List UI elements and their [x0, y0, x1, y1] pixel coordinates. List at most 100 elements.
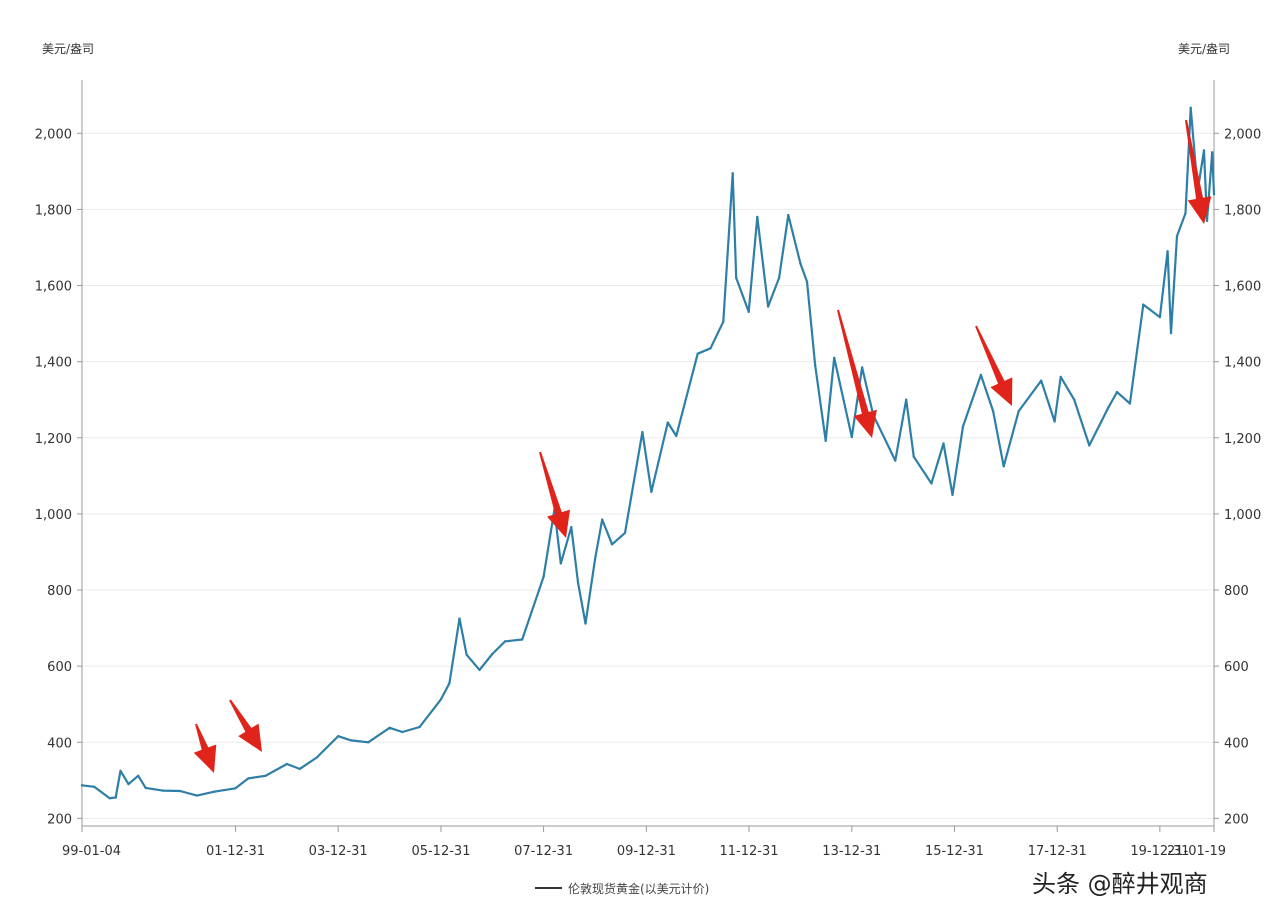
data-point — [731, 172, 734, 175]
data-point — [439, 698, 443, 701]
data-point — [912, 455, 915, 458]
data-point — [1088, 444, 1091, 447]
y-tick-label-left: 1,800 — [35, 203, 72, 218]
data-point — [478, 668, 481, 672]
data-point — [805, 280, 809, 283]
data-point — [930, 482, 933, 485]
watermark-text: 头条 @醉井观商 — [1032, 870, 1208, 898]
data-point — [1115, 390, 1119, 394]
data-point — [1212, 193, 1216, 196]
data-point — [650, 490, 653, 493]
data-point — [814, 364, 817, 367]
data-point — [1142, 303, 1145, 306]
data-point — [80, 784, 84, 787]
data-point — [1073, 398, 1076, 401]
data-point — [1169, 331, 1173, 335]
x-tick-label: 15-12-31 — [925, 844, 984, 859]
x-tick-label: 03-12-31 — [309, 844, 368, 859]
data-point — [108, 797, 111, 800]
data-point — [234, 787, 237, 790]
y-tick-label-right: 400 — [1224, 736, 1249, 751]
gridlines — [82, 132, 1214, 819]
data-point — [144, 786, 147, 790]
data-point — [114, 796, 117, 799]
y-tick-label-left: 1,400 — [35, 356, 72, 371]
data-point — [979, 373, 983, 377]
y-tick-label-right: 200 — [1224, 812, 1249, 827]
annotation-arrow — [975, 325, 1013, 406]
y-tick-label-left: 400 — [47, 736, 72, 751]
data-point — [610, 543, 614, 546]
data-point — [593, 557, 597, 560]
data-point — [401, 730, 404, 734]
data-point — [1166, 250, 1169, 253]
data-point — [860, 366, 864, 369]
data-point — [833, 356, 836, 359]
data-point — [1158, 315, 1162, 319]
data-point — [285, 762, 289, 766]
data-point — [503, 640, 507, 643]
data-point — [1205, 219, 1209, 222]
y-tick-label-right: 600 — [1224, 660, 1249, 675]
x-tick-label: 17-12-31 — [1028, 844, 1087, 859]
data-point — [905, 398, 908, 401]
y-axis-unit-right: 美元/盎司 — [1178, 42, 1230, 56]
data-point — [1202, 149, 1206, 152]
data-point — [735, 276, 738, 280]
data-point — [247, 777, 250, 780]
data-point — [1040, 379, 1043, 382]
y-tick-label-right: 2,000 — [1224, 127, 1261, 142]
data-point — [559, 562, 562, 565]
y-tick-label-left: 1,600 — [35, 280, 72, 295]
x-tick-label: 99-01-04 — [62, 844, 121, 859]
y-axis-unit-left: 美元/盎司 — [42, 42, 94, 56]
data-point — [666, 421, 669, 424]
x-tick-label: 21-01-19 — [1167, 844, 1226, 859]
data-point — [756, 215, 759, 219]
legend-label: 伦敦现货黄金(以美元计价) — [568, 881, 709, 896]
data-point — [570, 526, 573, 529]
data-point — [601, 518, 604, 521]
data-point — [137, 774, 140, 777]
data-point — [298, 767, 301, 771]
data-point — [465, 653, 468, 656]
data-point — [349, 739, 353, 742]
x-tick-label: 09-12-31 — [617, 844, 676, 859]
data-point — [576, 581, 580, 584]
data-point — [264, 774, 267, 777]
data-point — [491, 652, 494, 656]
y-tick-label-left: 800 — [47, 584, 72, 599]
y-tick-label-left: 1,200 — [35, 432, 72, 447]
data-point — [93, 785, 96, 788]
y-tick-label-right: 1,400 — [1224, 356, 1261, 371]
y-tick-label-left: 2,000 — [35, 127, 72, 142]
data-point — [178, 789, 182, 793]
data-point — [367, 741, 370, 744]
data-point — [641, 430, 644, 434]
data-point — [787, 213, 790, 217]
y-tick-label-right: 1,600 — [1224, 280, 1261, 295]
data-point — [213, 790, 216, 793]
annotation-arrows — [193, 119, 1212, 773]
data-point — [1017, 409, 1020, 413]
x-tick-label: 01-12-31 — [206, 844, 265, 859]
annotation-arrow — [229, 699, 262, 752]
data-point — [961, 425, 965, 428]
series-line — [80, 106, 1216, 800]
data-point — [521, 638, 524, 641]
legend: 伦敦现货黄金(以美元计价) — [535, 881, 709, 896]
data-point — [722, 320, 725, 323]
x-tick-label: 19-12-31 — [1130, 844, 1189, 859]
data-point — [747, 310, 750, 313]
x-tick-label: 05-12-31 — [411, 844, 470, 859]
data-point — [824, 439, 827, 442]
data-point — [942, 442, 945, 445]
data-point — [119, 769, 122, 772]
data-point — [1189, 106, 1192, 110]
y-tick-label-right: 1,000 — [1224, 508, 1261, 523]
data-point — [127, 782, 130, 786]
data-point — [1128, 402, 1132, 405]
y-tick-label-left: 200 — [47, 812, 72, 827]
